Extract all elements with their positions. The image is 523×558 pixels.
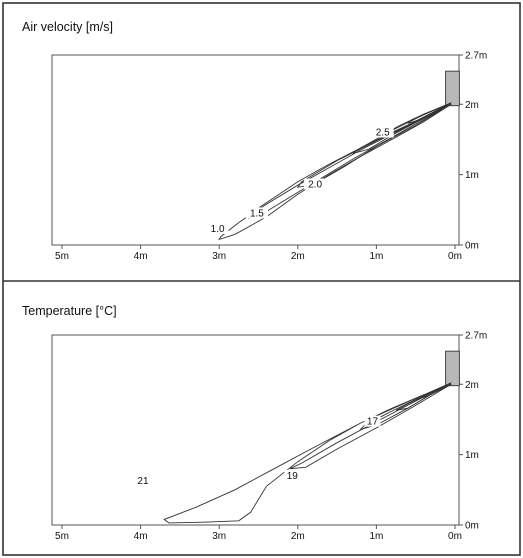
contour-label-bg [245, 207, 268, 219]
contour-label-bg [206, 222, 229, 234]
contour-label-bg [364, 415, 381, 427]
y-tick-label: 2m [465, 100, 479, 111]
x-tick-label: 5m [55, 531, 69, 542]
y-tick-label: 0m [465, 241, 479, 252]
y-tick-label: 2m [465, 380, 479, 391]
x-tick-label: 3m [212, 531, 226, 542]
plot-area [51, 54, 460, 246]
x-tick-label: 3m [212, 251, 226, 262]
contour-label-bg [284, 469, 301, 481]
y-tick-label: 1m [465, 170, 479, 181]
contour-label: 19 [287, 471, 299, 482]
x-tick-label: 4m [134, 251, 148, 262]
air-velocity-title: Air velocity [m/s] [22, 20, 113, 34]
contour-line [352, 102, 452, 154]
x-tick-label: 5m [55, 251, 69, 262]
y-tick-label: 0m [465, 521, 479, 532]
contour-line [163, 382, 452, 524]
y-tick-label: 2.7m [465, 51, 487, 62]
x-tick-label: 4m [134, 531, 148, 542]
contour-label: 17 [367, 417, 379, 428]
x-tick-label: 2m [291, 531, 305, 542]
plot-area [51, 334, 460, 526]
contour-label: 21 [137, 476, 149, 487]
x-tick-label: 2m [291, 251, 305, 262]
x-tick-label: 1m [369, 531, 383, 542]
contour-label: 2.5 [376, 128, 390, 139]
contour-label: 1.5 [250, 208, 264, 219]
air-outlet-device [445, 70, 460, 107]
contour-label-bg [371, 126, 394, 138]
contour-label: 2.0 [308, 180, 322, 191]
contour-label-bg [134, 474, 151, 486]
x-tick-label: 0m [448, 531, 462, 542]
air-outlet-device [445, 350, 460, 387]
y-tick-label: 2.7m [465, 331, 487, 342]
x-tick-label: 0m [448, 251, 462, 262]
contour-label-bg [304, 178, 327, 190]
contour-line [415, 382, 452, 401]
contour-label: 1.0 [211, 224, 225, 235]
temperature-title: Temperature [°C] [22, 304, 117, 318]
y-tick-label: 1m [465, 450, 479, 461]
contour-line [407, 102, 452, 124]
x-tick-label: 1m [369, 251, 383, 262]
contour-line [289, 382, 452, 470]
